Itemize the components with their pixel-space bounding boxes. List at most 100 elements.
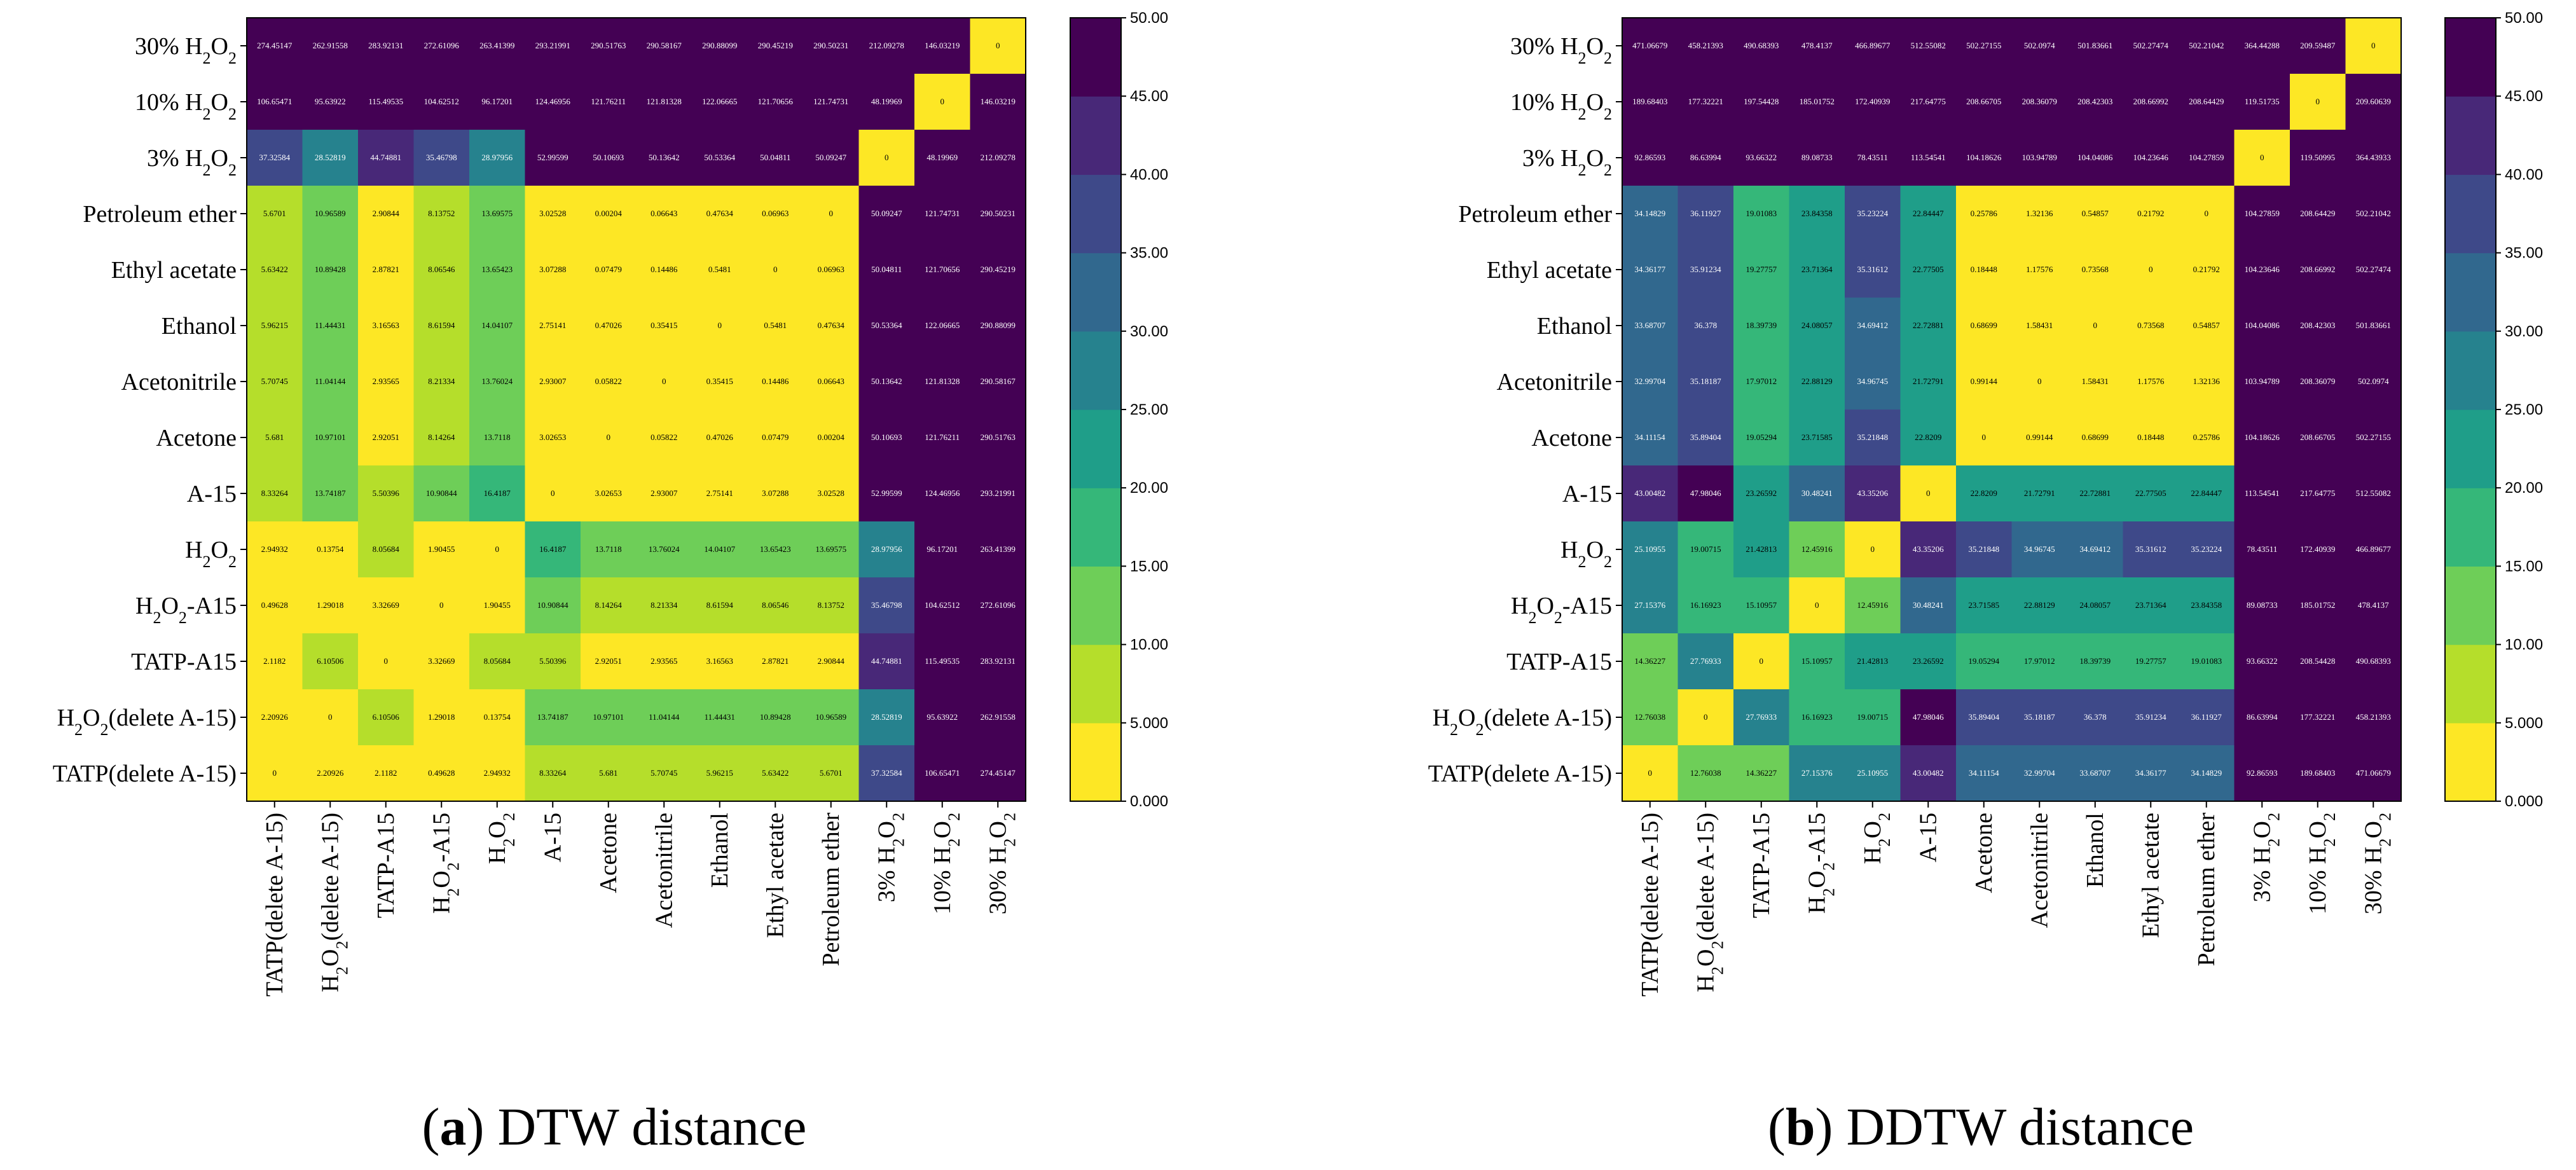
cell-value-label: 22.72881 <box>2079 488 2111 498</box>
heatmap-cell <box>914 130 971 186</box>
heatmap-cell <box>581 410 637 466</box>
heatmap-cell <box>803 633 860 690</box>
cell-value-label: 478.4137 <box>1801 41 1833 50</box>
heatmap-cell <box>1789 242 1845 298</box>
cell-value-label: 5.70745 <box>651 768 677 778</box>
heatmap-cell <box>747 74 804 130</box>
row-label-tatp-delete-a-15: TATP(delete A-15) <box>53 761 237 787</box>
heatmap-cell <box>858 465 915 522</box>
cell-value-label: 23.84358 <box>1801 209 1833 218</box>
cell-value-label: 37.32584 <box>871 768 902 778</box>
heatmap-cell <box>302 689 359 746</box>
heatmap-cell <box>1733 410 1790 466</box>
row-label-h2o2: H2O2 <box>1560 537 1612 571</box>
heatmap-cell <box>581 186 637 242</box>
colorbar-segment <box>2445 488 2496 567</box>
colorbar-segment <box>1070 644 1121 724</box>
colorbar-segment <box>2445 96 2496 175</box>
heatmap-cell <box>914 74 971 130</box>
cell-value-label: 263.41399 <box>479 41 514 50</box>
cell-value-label: 0.06963 <box>762 209 789 218</box>
heatmap-cell <box>1677 465 1734 522</box>
cell-value-label: 35.23224 <box>1857 209 1888 218</box>
heatmap-cell <box>247 577 303 634</box>
cell-value-label: 478.4137 <box>2358 600 2389 610</box>
cell-value-label: 8.13752 <box>818 600 844 610</box>
column-label-h2o2-a15: H2O2-A15 <box>1803 813 1838 914</box>
heatmap-cell <box>302 354 359 410</box>
cell-value-label: 0 <box>439 600 444 610</box>
heatmap-cell <box>692 633 748 690</box>
cell-value-label: 104.18626 <box>1966 153 2002 162</box>
cell-value-label: 0 <box>2316 97 2320 106</box>
cell-value-label: 19.01083 <box>1746 209 1777 218</box>
cell-value-label: 208.42303 <box>2300 320 2335 330</box>
heatmap-cell <box>302 298 359 354</box>
heatmap-cell <box>525 465 581 522</box>
cell-value-label: 113.54541 <box>1911 153 1946 162</box>
cell-value-label: 34.36177 <box>1634 265 1665 274</box>
cell-value-label: 2.93565 <box>651 656 677 666</box>
cell-value-label: 24.08057 <box>2079 600 2111 610</box>
heatmap-cell <box>803 745 860 802</box>
heatmap-cell <box>747 577 804 634</box>
cell-value-label: 8.33264 <box>261 488 289 498</box>
heatmap-cell <box>1956 745 2013 802</box>
cell-value-label: 8.61594 <box>706 600 734 610</box>
cell-value-label: 208.66705 <box>2300 432 2335 442</box>
row-label-h2o2-delete-a-15: H2O2(delete A-15) <box>57 705 237 739</box>
cell-value-label: 34.69412 <box>2079 544 2111 554</box>
heatmap-cell <box>1845 354 1901 410</box>
cell-value-label: 0.14486 <box>762 376 789 386</box>
cell-value-label: 0 <box>328 712 333 722</box>
cell-value-label: 124.46956 <box>925 488 960 498</box>
cell-value-label: 22.72881 <box>1913 320 1944 330</box>
colorbar-tick-label: 25.00 <box>1130 401 1168 418</box>
heatmap-cell <box>302 18 359 74</box>
cell-value-label: 0.54857 <box>2082 209 2109 218</box>
heatmap-cell <box>2123 298 2179 354</box>
cell-value-label: 2.92051 <box>595 656 622 666</box>
heatmap-cell <box>692 465 748 522</box>
column-label-h2o2-delete-a-15: H2O2(delete A-15) <box>317 813 351 992</box>
heatmap-cell <box>1733 521 1790 578</box>
cell-value-label: 35.89404 <box>1968 712 1999 722</box>
heatmap-cell <box>413 186 470 242</box>
cell-value-label: 8.05684 <box>373 544 400 554</box>
heatmap-cell <box>747 745 804 802</box>
heatmap-cell <box>413 410 470 466</box>
row-label-h2o2-a15: H2O2-A15 <box>135 593 237 627</box>
heatmap-cell <box>2179 745 2235 802</box>
heatmap-cell <box>803 689 860 746</box>
heatmap-cell <box>2011 410 2068 466</box>
heatmap-cell <box>358 130 415 186</box>
heatmap-cell <box>1956 242 2013 298</box>
heatmap-cell <box>692 521 748 578</box>
heatmap-cell <box>970 465 1026 522</box>
cell-value-label: 8.05684 <box>484 656 511 666</box>
cell-value-label: 0 <box>1926 488 1931 498</box>
heatmap-cell <box>581 74 637 130</box>
cell-value-label: 189.68403 <box>1632 97 1667 106</box>
heatmap-cell <box>2067 577 2124 634</box>
heatmap-cell <box>970 633 1026 690</box>
cell-value-label: 274.45147 <box>257 41 293 50</box>
cell-value-label: 13.76024 <box>649 544 680 554</box>
heatmap-cell <box>525 633 581 690</box>
heatmap-cell <box>636 745 692 802</box>
cell-value-label: 290.45219 <box>758 41 793 50</box>
cell-value-label: 93.66322 <box>2247 656 2278 666</box>
heatmap-cell <box>525 689 581 746</box>
heatmap-cell <box>581 745 637 802</box>
cell-value-label: 364.44288 <box>2245 41 2280 50</box>
cell-value-label: 115.49535 <box>925 656 960 666</box>
cell-value-label: 34.11154 <box>1635 432 1665 442</box>
cell-value-label: 19.00715 <box>1690 544 1721 554</box>
cell-value-label: 35.89404 <box>1690 432 1721 442</box>
heatmap-cell <box>970 354 1026 410</box>
cell-value-label: 12.45916 <box>1857 600 1888 610</box>
cell-value-label: 44.74881 <box>370 153 401 162</box>
cell-value-label: 0 <box>2260 153 2264 162</box>
cell-value-label: 146.03219 <box>925 41 960 50</box>
cell-value-label: 50.09247 <box>871 209 902 218</box>
